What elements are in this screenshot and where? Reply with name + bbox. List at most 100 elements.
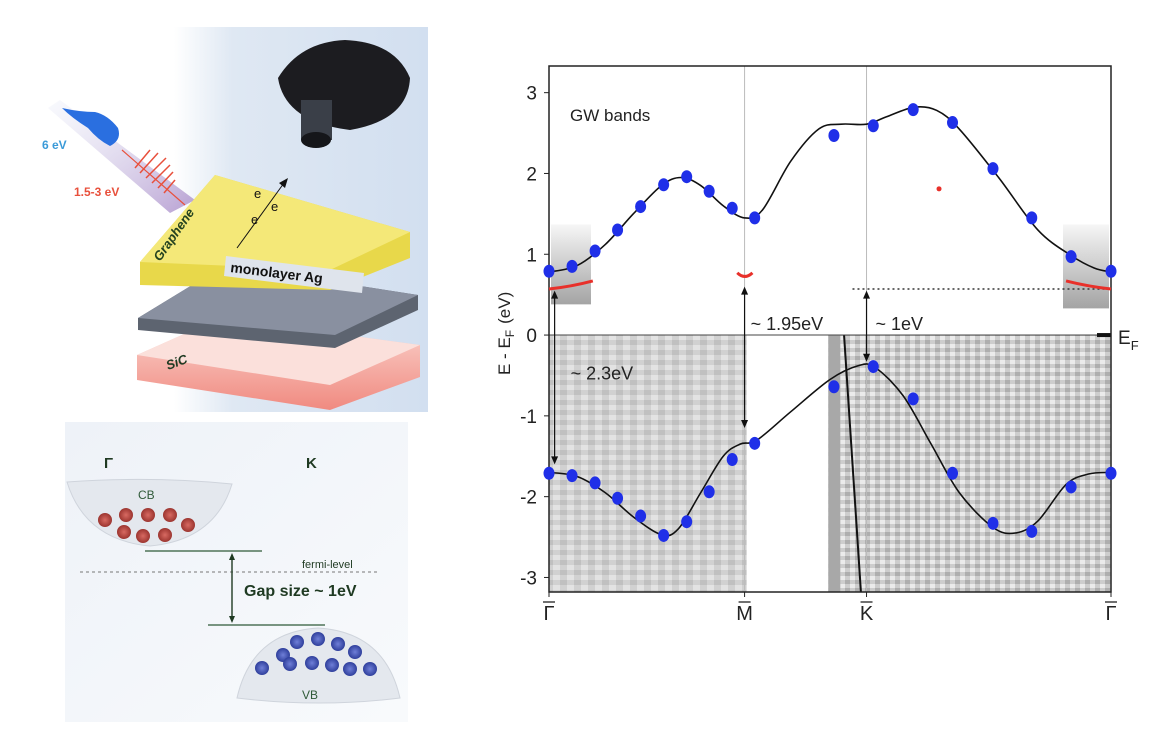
- y-tick-label: 2: [526, 164, 537, 185]
- conduction-band-point: [867, 119, 879, 133]
- band-structure-chart: 3 2 1 0 -1 -2 -3 Γ M K Γ ~ 2.3eV ~ 1.95eV ~ 1eV GW ba…: [495, 65, 1139, 625]
- valence-band-point: [726, 452, 738, 466]
- fermi-energy-label-sub: F: [1131, 338, 1139, 353]
- valence-band-point: [907, 392, 919, 406]
- valence-band-point: [589, 476, 601, 490]
- fermi-energy-label-main: E: [1118, 328, 1131, 349]
- valence-band-point: [828, 380, 840, 394]
- pump-label: 6 eV: [42, 138, 67, 152]
- x-tick-label: Γ: [1105, 603, 1116, 625]
- valence-band-point: [867, 360, 879, 374]
- cb-label: CB: [138, 488, 155, 502]
- gw-band-curve: [548, 105, 1112, 273]
- gap-annotation: ~ 2.3eV: [571, 363, 634, 383]
- valence-band-point: [1026, 524, 1038, 538]
- fermi-energy-label: EF: [1118, 328, 1139, 353]
- conduction-band-point: [543, 264, 555, 278]
- gap-arrow-head: [863, 290, 871, 299]
- red-data-point: [936, 186, 942, 192]
- arpes-dispersion-line: [843, 334, 862, 593]
- gap-label: Gap size ~ 1eV: [244, 583, 357, 600]
- sic-label: SiC: [164, 351, 190, 373]
- y-axis-label-main: E - E: [495, 337, 514, 375]
- valence-band-point: [543, 466, 555, 480]
- conduction-band-point: [681, 170, 693, 184]
- vb-label: VB: [302, 688, 318, 702]
- electron-label: e: [251, 212, 258, 227]
- conduction-band-point: [749, 211, 761, 225]
- y-tick-label: -1: [520, 407, 537, 428]
- valence-band-point: [703, 485, 715, 499]
- detector-icon: [278, 40, 410, 148]
- gap-arrow-icon: [229, 553, 235, 623]
- valence-band-point: [1065, 480, 1077, 494]
- gap-arrow-head: [863, 353, 871, 362]
- gap-annotation: ~ 1.95eV: [751, 314, 824, 334]
- y-tick-label: 1: [526, 245, 537, 266]
- k-label: K: [306, 455, 317, 472]
- red-cb-feature-m: [736, 271, 754, 278]
- arpes-image-k-gamma: [828, 335, 1111, 592]
- arpes-image-edge: [828, 335, 841, 592]
- chart-title: GW bands: [570, 106, 650, 125]
- valence-band-point: [681, 515, 693, 529]
- probe-label: 1.5-3 eV: [74, 185, 119, 199]
- light-beam: [48, 100, 195, 213]
- conduction-band-point: [703, 184, 715, 198]
- y-tick-label: -3: [520, 568, 537, 589]
- conduction-band-point: [612, 223, 624, 237]
- vb-electrons: [255, 632, 377, 676]
- red-cb-feature-left: [548, 279, 594, 291]
- valence-band-point: [987, 516, 999, 530]
- gap-arrow-head: [741, 419, 749, 428]
- x-tick-label: M: [736, 603, 753, 625]
- gamma-label: Γ: [104, 455, 113, 472]
- arpes-patch-right: [1063, 224, 1109, 309]
- y-axis-label: E - EF (eV): [495, 292, 517, 375]
- fermi-level-marker: [1097, 333, 1111, 338]
- y-axis-label-unit: (eV): [495, 292, 514, 324]
- gap-schematic: Γ K CB fermi-level Gap size ~ 1eV VB: [65, 422, 408, 722]
- conduction-band-point: [589, 244, 601, 258]
- conduction-band-point: [1065, 250, 1077, 264]
- probe-pulse-line: [121, 149, 186, 206]
- gw-band-curve: [548, 363, 1112, 537]
- fermi-label: fermi-level: [302, 559, 353, 571]
- cb-electrons: [98, 508, 195, 543]
- valence-band-point: [566, 469, 578, 483]
- valence-band-point: [749, 436, 761, 450]
- gap-arrow-head: [741, 286, 749, 295]
- conduction-band-point: [635, 200, 647, 214]
- setup-illustration: 6 eV 1.5-3 eV SiC Graphene monolayer Ag …: [37, 27, 428, 412]
- photoemission-arrow: [236, 178, 288, 249]
- conduction-band-point: [726, 201, 738, 215]
- probe-pulse-icon: [134, 149, 176, 194]
- y-tick-label: -2: [520, 488, 537, 509]
- conduction-band-point: [1026, 211, 1038, 225]
- gap-arrow-head: [551, 456, 559, 465]
- conduction-band-point: [658, 178, 670, 192]
- arpes-background: [549, 224, 1111, 593]
- y-tick-label: 3: [526, 84, 537, 105]
- x-tick-label: K: [860, 603, 874, 625]
- valence-band-point: [658, 528, 670, 542]
- red-cb-feature-right: [1065, 279, 1112, 291]
- electron-label: e: [254, 186, 261, 201]
- gap-arrow-head: [551, 290, 559, 299]
- conduction-band-point: [947, 116, 959, 130]
- conduction-band-point: [907, 103, 919, 117]
- conduction-band-point: [987, 162, 999, 176]
- y-tick-label: 0: [526, 326, 537, 347]
- valence-band-point: [612, 491, 624, 505]
- conduction-band-point: [566, 259, 578, 273]
- x-tick-label: Γ: [543, 603, 554, 625]
- y-axis-label-sub: F: [503, 330, 517, 337]
- valence-band-point: [1105, 466, 1117, 480]
- electron-label: e: [271, 199, 278, 214]
- pump-pulse-icon: [62, 108, 119, 146]
- plot-frame: [548, 65, 1112, 593]
- arpes-image-gamma-m: [549, 335, 747, 592]
- gap-annotation: ~ 1eV: [876, 314, 924, 334]
- valence-band-point: [947, 466, 959, 480]
